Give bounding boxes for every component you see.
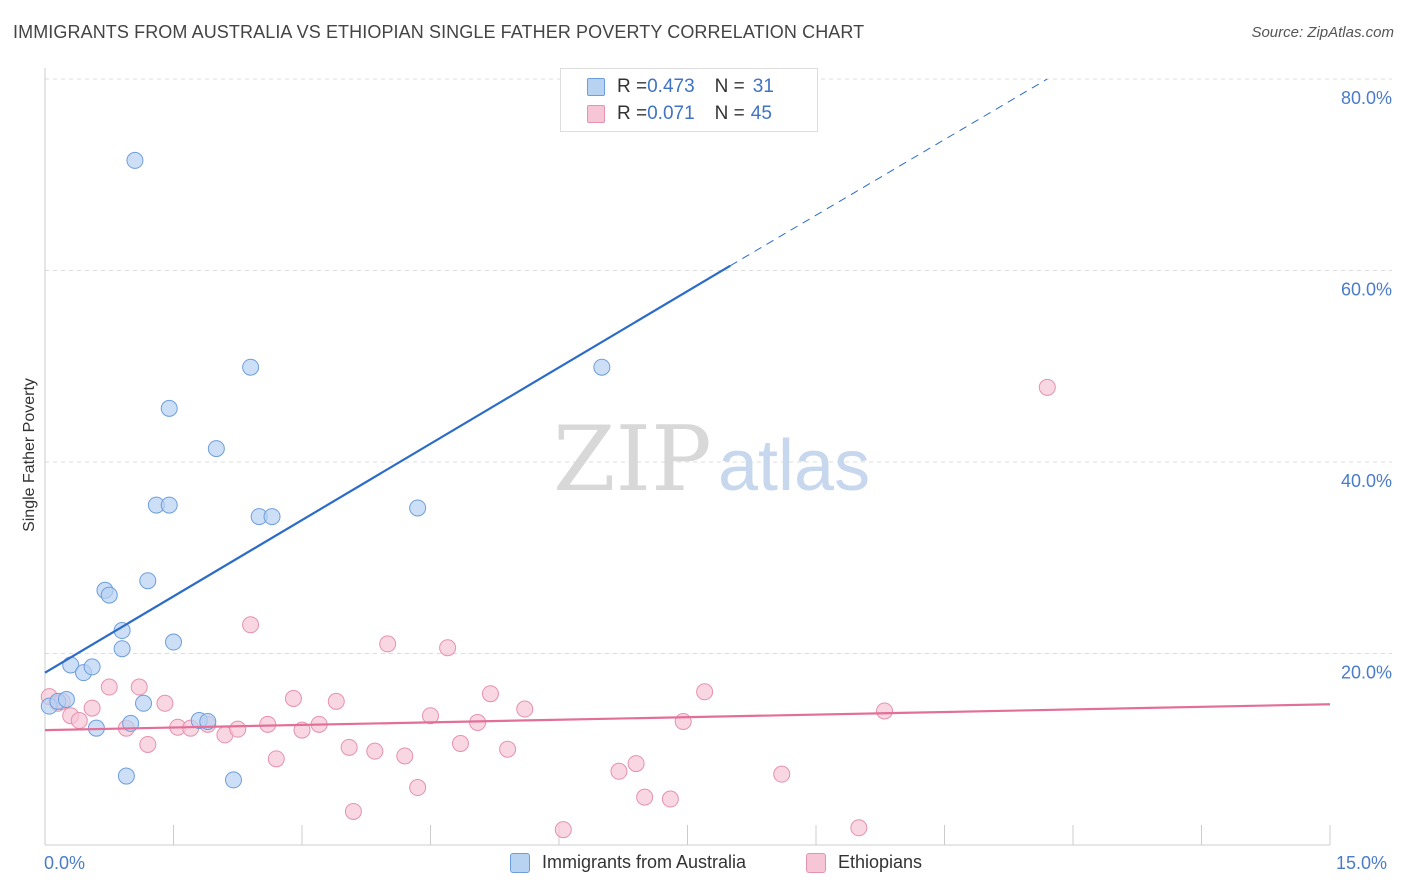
legend-r-value: 0.071 [647, 103, 695, 124]
watermark: ZIP atlas [553, 407, 870, 512]
australia-point [126, 151, 144, 169]
ethiopians-point [674, 712, 692, 730]
ethiopians-point [139, 735, 157, 753]
australia-point [224, 771, 242, 789]
ethiopians-point [773, 765, 791, 783]
australia-points [40, 151, 611, 789]
ethiopians-point [396, 747, 414, 765]
y-tick-labels: 20.0% 40.0% 60.0% 80.0% [1341, 88, 1392, 683]
ethiopians-points [40, 378, 1056, 839]
ethiopians-point [876, 702, 894, 720]
australia-trend-line [44, 264, 731, 674]
series-legend-label: Immigrants from Australia [542, 852, 747, 872]
australia-point [160, 399, 178, 417]
y-tick-label: 20.0% [1341, 663, 1392, 683]
watermark-atlas: atlas [718, 426, 870, 506]
ethiopians-point [284, 690, 302, 708]
source-credit: Source: ZipAtlas.com [1251, 24, 1394, 41]
grid-lines [45, 78, 1392, 654]
australia-point [593, 358, 611, 376]
legend-swatch-blue [587, 78, 605, 96]
ethiopians-point [83, 699, 101, 717]
legend-n-value: 45 [750, 103, 772, 124]
legend-n-value: 31 [752, 76, 774, 97]
y-tick-label: 60.0% [1341, 280, 1392, 300]
australia-point [57, 690, 75, 708]
australia-trend-extension [730, 78, 1048, 267]
ethiopians-point [850, 819, 868, 837]
legend-row-ethiopians: R = 0.071 N = 45 [587, 101, 772, 127]
y-tick-label: 80.0% [1341, 88, 1392, 108]
ethiopians-point [100, 678, 118, 696]
ethiopians-point [156, 694, 174, 712]
ethiopians-trend-line [44, 703, 1331, 732]
australia-point [100, 586, 118, 604]
ethiopians-point [242, 616, 260, 634]
australia-point [83, 658, 101, 676]
watermark-zip: ZIP [553, 407, 712, 512]
ethiopians-point [130, 678, 148, 696]
australia-point [135, 694, 153, 712]
legend-r-label: R = [617, 103, 648, 124]
ethiopians-point [366, 742, 384, 760]
australia-point [160, 496, 178, 514]
ethiopians-point [409, 779, 427, 797]
legend-row-australia: R = 0.473 N = 31 [587, 74, 774, 100]
ethiopians-point [499, 740, 517, 758]
y-axis-label: Single Father Poverty [21, 378, 38, 532]
legend-swatch-pink [587, 105, 605, 123]
series-legend-australia[interactable]: Immigrants from Australia [510, 852, 746, 873]
series-legend: Immigrants from Australia Ethiopians [0, 852, 1406, 878]
legend-swatch-pink [806, 852, 826, 873]
australia-point [199, 712, 217, 730]
australia-point [139, 572, 157, 590]
legend-n-label: N = [714, 103, 745, 124]
ethiopians-point [451, 735, 469, 753]
y-tick-label: 40.0% [1341, 471, 1392, 491]
ethiopians-point [661, 790, 679, 808]
trend-lines [44, 78, 1331, 732]
series-legend-ethiopians[interactable]: Ethiopians [806, 852, 922, 873]
legend-r-label: R = [617, 76, 648, 97]
ethiopians-point [627, 755, 645, 773]
stats-legend: R = 0.473 N = 31 R = 0.071 N = 45 [560, 68, 818, 132]
legend-r-value: 0.473 [647, 76, 695, 97]
ethiopians-point [327, 692, 345, 710]
ethiopians-point [259, 715, 277, 733]
ethiopians-point [481, 685, 499, 703]
chart-title: IMMIGRANTS FROM AUSTRALIA VS ETHIOPIAN S… [13, 22, 865, 42]
ethiopians-point [379, 635, 397, 653]
ethiopians-point [344, 802, 362, 820]
series-legend-label: Ethiopians [838, 852, 923, 872]
x-tick-min: 0.0% [44, 853, 86, 873]
australia-point [263, 508, 281, 526]
ethiopians-point [267, 750, 285, 768]
ethiopians-point [636, 788, 654, 806]
australia-point [409, 499, 427, 517]
australia-point [117, 767, 135, 785]
ethiopians-point [340, 738, 358, 756]
ethiopians-point [1038, 378, 1056, 396]
australia-point [165, 633, 182, 651]
australia-point [113, 640, 131, 658]
ethiopians-point [70, 712, 88, 730]
ethiopians-point [696, 683, 714, 701]
legend-swatch-blue [510, 852, 530, 873]
ethiopians-point [554, 821, 572, 839]
legend-n-label: N = [714, 76, 745, 97]
x-tick-max: 15.0% [1336, 853, 1388, 873]
ethiopians-point [516, 700, 534, 718]
australia-point [242, 358, 260, 376]
australia-point [207, 440, 225, 458]
ethiopians-point [610, 762, 628, 780]
ethiopians-point [422, 707, 439, 725]
ethiopians-point [439, 639, 457, 657]
ethiopians-point [229, 720, 247, 738]
